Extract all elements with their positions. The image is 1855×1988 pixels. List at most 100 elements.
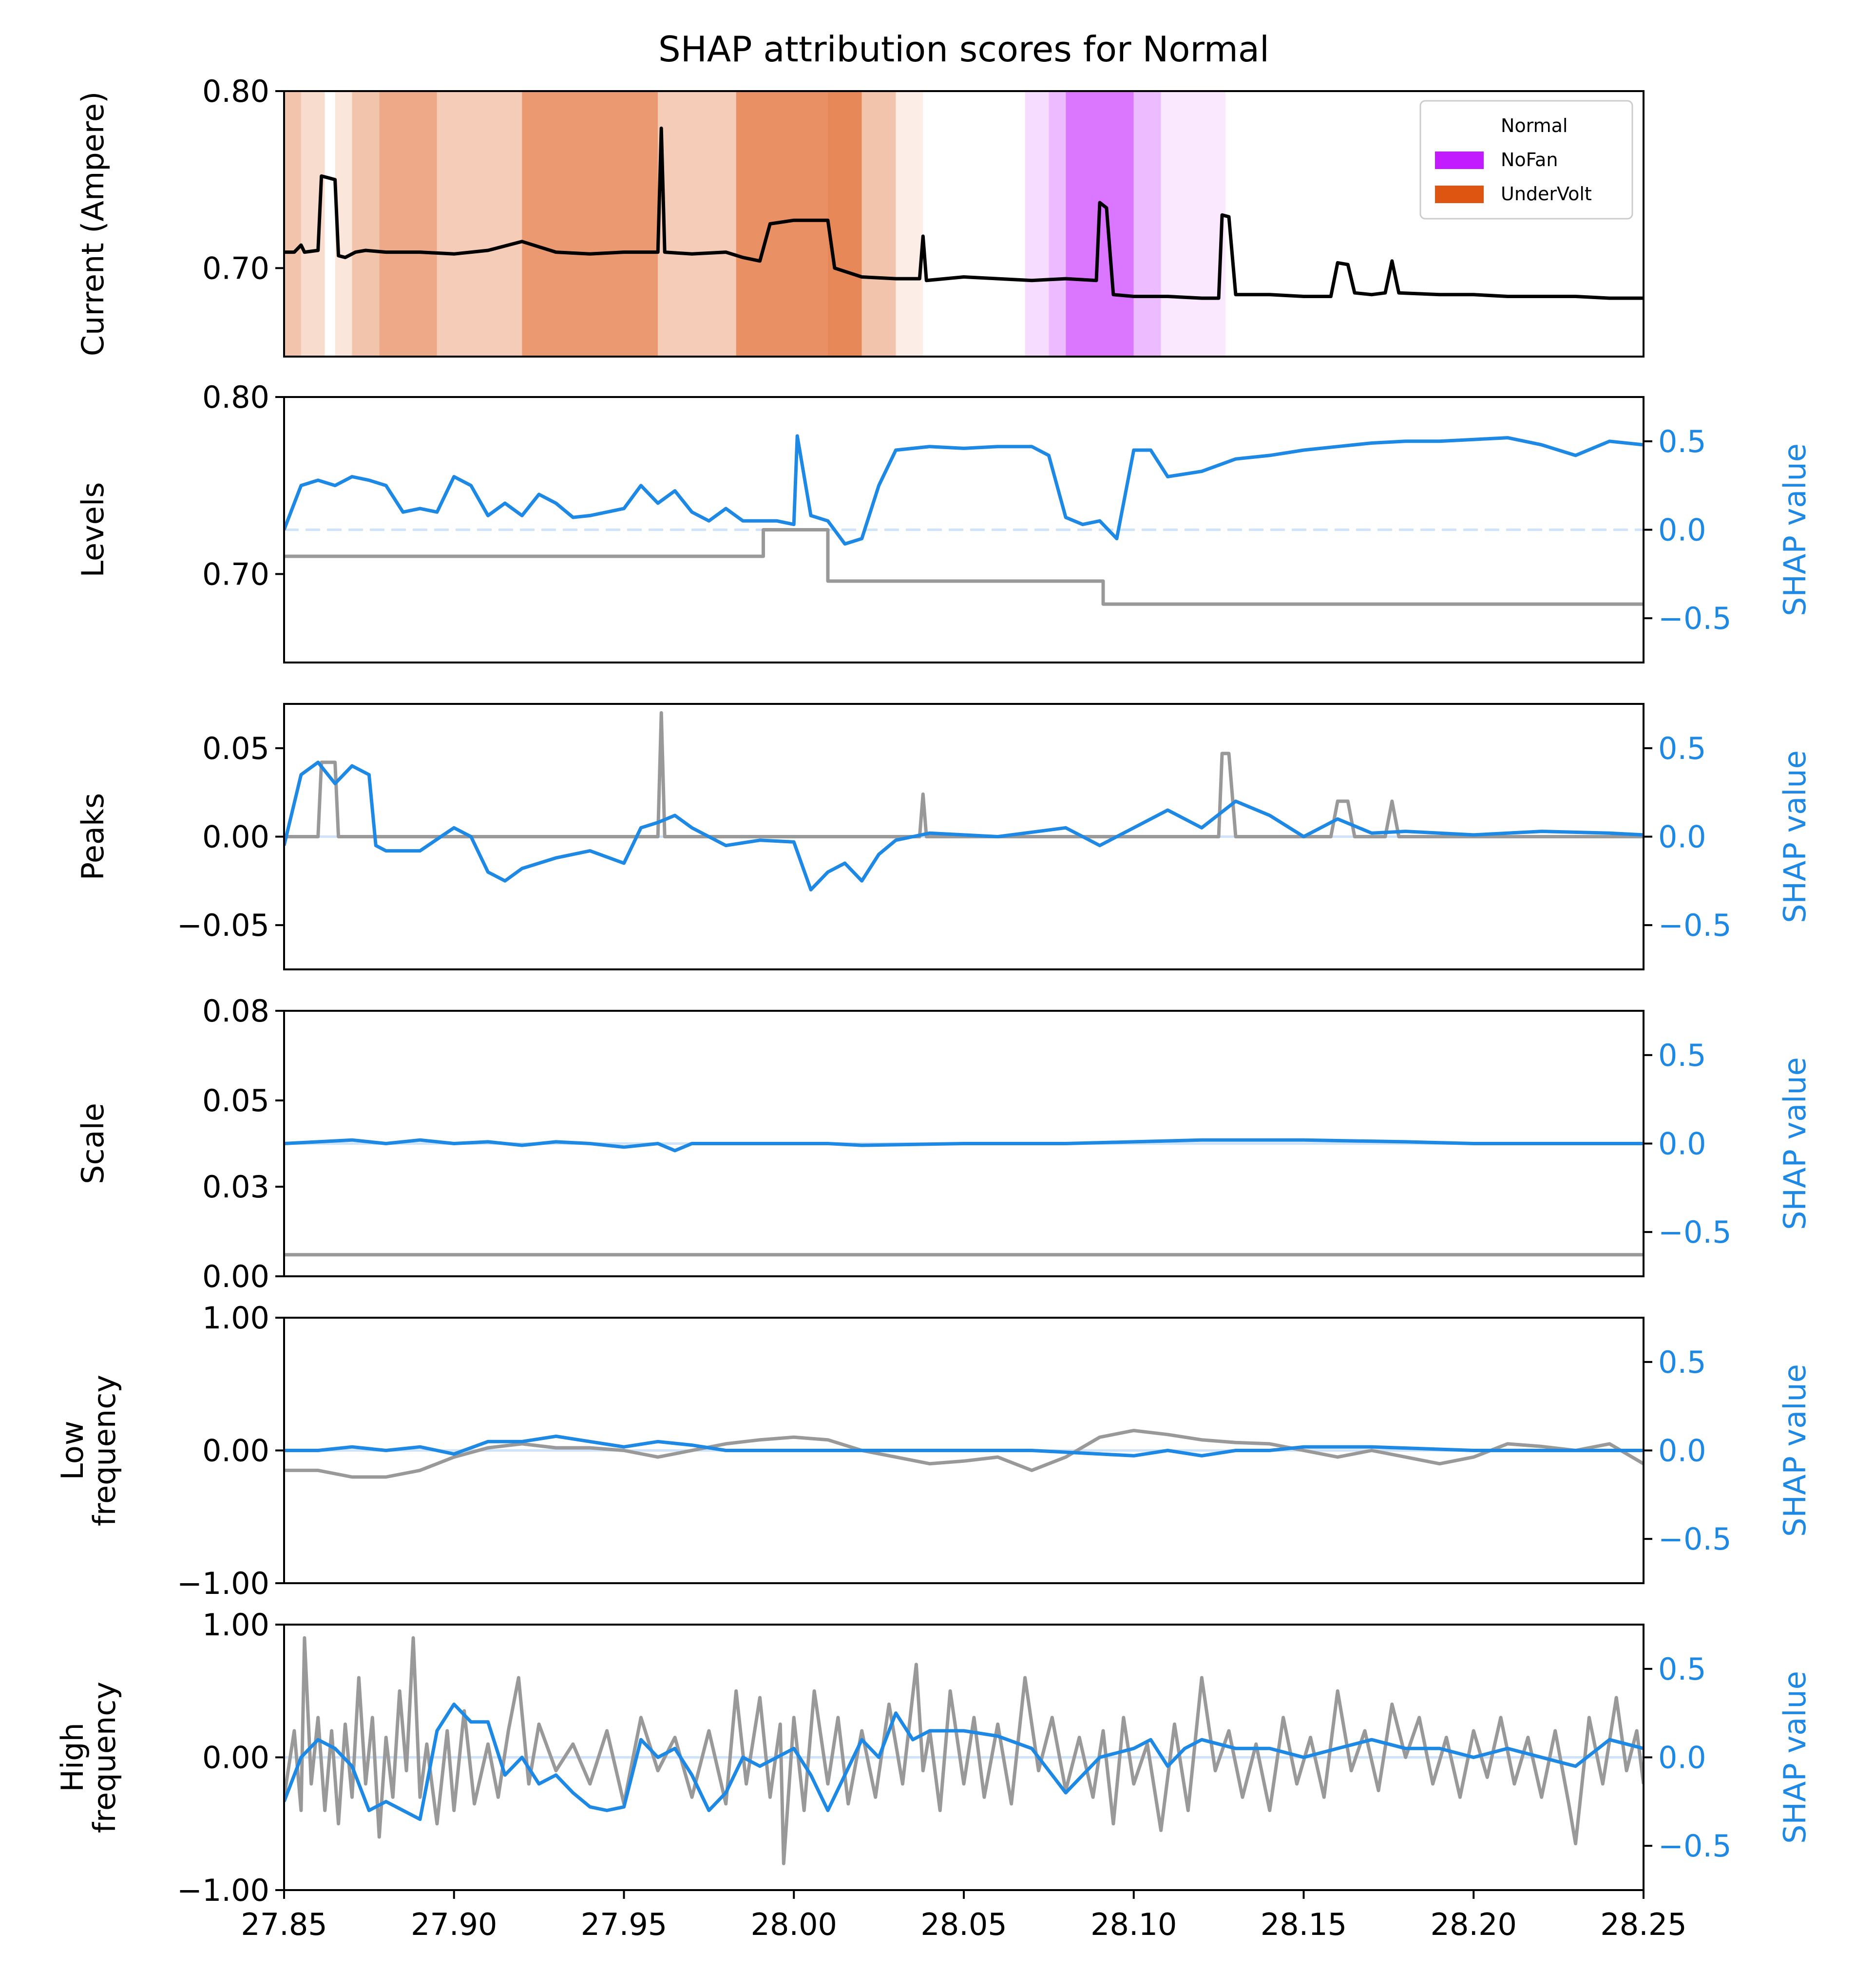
y2-axis-label: SHAP value <box>1777 750 1813 923</box>
plot-area-high_frequency <box>284 1636 1644 1865</box>
y-axis-label: frequency <box>87 1375 122 1526</box>
y-axis-label: frequency <box>87 1682 122 1833</box>
y2-tick-label: −0.5 <box>1658 601 1732 636</box>
legend-swatch-normal <box>1435 117 1484 135</box>
plot-area-levels <box>284 434 1644 606</box>
y2-tick-label: 0.0 <box>1658 1740 1706 1776</box>
attribution-band <box>1133 91 1161 357</box>
x-tick-label: 28.25 <box>1600 1907 1687 1942</box>
plot-area-scale <box>284 1138 1644 1257</box>
y-tick-label: 0.05 <box>202 1083 269 1118</box>
y2-tick-label: −0.5 <box>1658 1828 1732 1864</box>
plot-area-peaks <box>284 711 1644 891</box>
y2-tick-label: 0.0 <box>1658 1126 1706 1162</box>
shap-value-line <box>284 1138 1644 1153</box>
shap-value-line <box>284 1434 1644 1458</box>
attribution-band <box>352 91 380 357</box>
current-signal-line <box>284 126 1644 300</box>
x-tick-label: 27.90 <box>411 1907 497 1942</box>
x-tick-label: 27.95 <box>581 1907 668 1942</box>
y-tick-label: −0.05 <box>177 908 269 943</box>
x-tick-label: 28.05 <box>920 1907 1007 1942</box>
attribution-band <box>522 91 658 357</box>
y2-axis-label: SHAP value <box>1777 1057 1813 1230</box>
y2-tick-label: 0.0 <box>1658 819 1706 855</box>
panel-peaks: −0.05 0.00 0.05 Peaks −0.5 0.0 0.5 SHAP value <box>75 703 1813 970</box>
y-tick-label: 0.00 <box>202 1433 269 1469</box>
attribution-band <box>1161 91 1226 357</box>
y-axis-label: Current (Ampere) <box>75 92 111 357</box>
panels: 0.70 0.80 Current (Ampere) Normal NoFan Under… <box>55 74 1813 1942</box>
attribution-band <box>828 91 862 357</box>
legend: Normal NoFan UnderVolt <box>1419 100 1633 220</box>
y-axis-label: Low <box>55 1420 90 1480</box>
component-line <box>284 711 1644 838</box>
attribution-band <box>736 91 828 357</box>
panel-levels: 0.70 0.80 Levels −0.5 0.0 0.5 SHAP value <box>75 379 1813 663</box>
y2-axis-label: SHAP value <box>1777 1671 1813 1844</box>
attribution-band <box>437 91 522 357</box>
x-tick-label: 28.15 <box>1261 1907 1347 1942</box>
y2-tick-label: −0.5 <box>1658 1214 1732 1250</box>
y2-tick-label: 0.0 <box>1658 1433 1706 1469</box>
attribution-band <box>896 91 923 357</box>
x-tick-label: 27.85 <box>241 1907 327 1942</box>
y2-axis-label: SHAP value <box>1777 1364 1813 1537</box>
attribution-band <box>325 91 335 357</box>
legend-label-normal: Normal <box>1501 115 1568 136</box>
y2-tick-label: 0.0 <box>1658 512 1706 548</box>
attribution-band <box>861 91 896 357</box>
component-line <box>284 528 1644 606</box>
plot-area-current <box>284 91 1644 357</box>
attribution-band <box>658 91 736 357</box>
y-tick-label: 1.00 <box>202 1607 269 1643</box>
shap-value-line <box>284 760 1644 891</box>
y-tick-label: −1.00 <box>177 1566 269 1601</box>
y2-tick-label: −0.5 <box>1658 1521 1732 1557</box>
y2-tick-label: 0.5 <box>1658 424 1706 459</box>
y2-tick-label: −0.5 <box>1658 908 1732 943</box>
panel-current: 0.70 0.80 Current (Ampere) Normal NoFan Under… <box>75 74 1645 358</box>
plot-area-low_frequency <box>284 1429 1644 1479</box>
y2-tick-label: 0.5 <box>1658 1344 1706 1380</box>
y2-tick-label: 0.5 <box>1658 731 1706 766</box>
y-tick-label: 0.08 <box>202 993 269 1029</box>
y-tick-label: 0.70 <box>202 556 269 592</box>
y2-axis-label: SHAP value <box>1777 443 1813 616</box>
attribution-band <box>1025 91 1049 357</box>
x-tick-label: 28.00 <box>751 1907 838 1942</box>
x-tick-label: 28.20 <box>1431 1907 1517 1942</box>
x-tick-label: 28.10 <box>1090 1907 1177 1942</box>
y-axis-label: Peaks <box>75 793 111 881</box>
y-axis-label: High <box>55 1723 90 1792</box>
shap-value-line <box>284 1703 1644 1821</box>
y2-tick-label: 0.5 <box>1658 1038 1706 1073</box>
y-tick-label: 1.00 <box>202 1300 269 1336</box>
component-line <box>284 1429 1644 1479</box>
chart-title: SHAP attribution scores for Normal <box>658 29 1269 70</box>
attribution-band <box>1049 91 1066 357</box>
y-tick-label: 0.03 <box>202 1169 269 1205</box>
y-tick-label: 0.05 <box>202 731 269 766</box>
legend-swatch-undervolt <box>1435 186 1484 203</box>
attribution-band <box>301 91 325 357</box>
legend-swatch-nofan <box>1435 151 1484 169</box>
y-tick-label: 0.00 <box>202 1740 269 1776</box>
axes-frame <box>283 90 1645 358</box>
y2-tick-label: 0.5 <box>1658 1651 1706 1687</box>
y-tick-label: −1.00 <box>177 1873 269 1908</box>
legend-label-nofan: NoFan <box>1501 149 1558 170</box>
attribution-band <box>284 91 301 357</box>
y-tick-label: 0.00 <box>202 819 269 855</box>
panel-scale: 0.00 0.03 0.05 0.08 Scale −0.5 0.0 0.5 SHAP valu… <box>75 993 1813 1294</box>
y-tick-label: 0.70 <box>202 250 269 286</box>
attribution-band <box>379 91 437 357</box>
y-tick-label: 0.80 <box>202 379 269 415</box>
y-axis-label: Scale <box>75 1103 111 1184</box>
y-tick-label: 0.80 <box>202 74 269 109</box>
shap-value-line <box>284 434 1644 546</box>
y-tick-label: 0.00 <box>202 1259 269 1294</box>
